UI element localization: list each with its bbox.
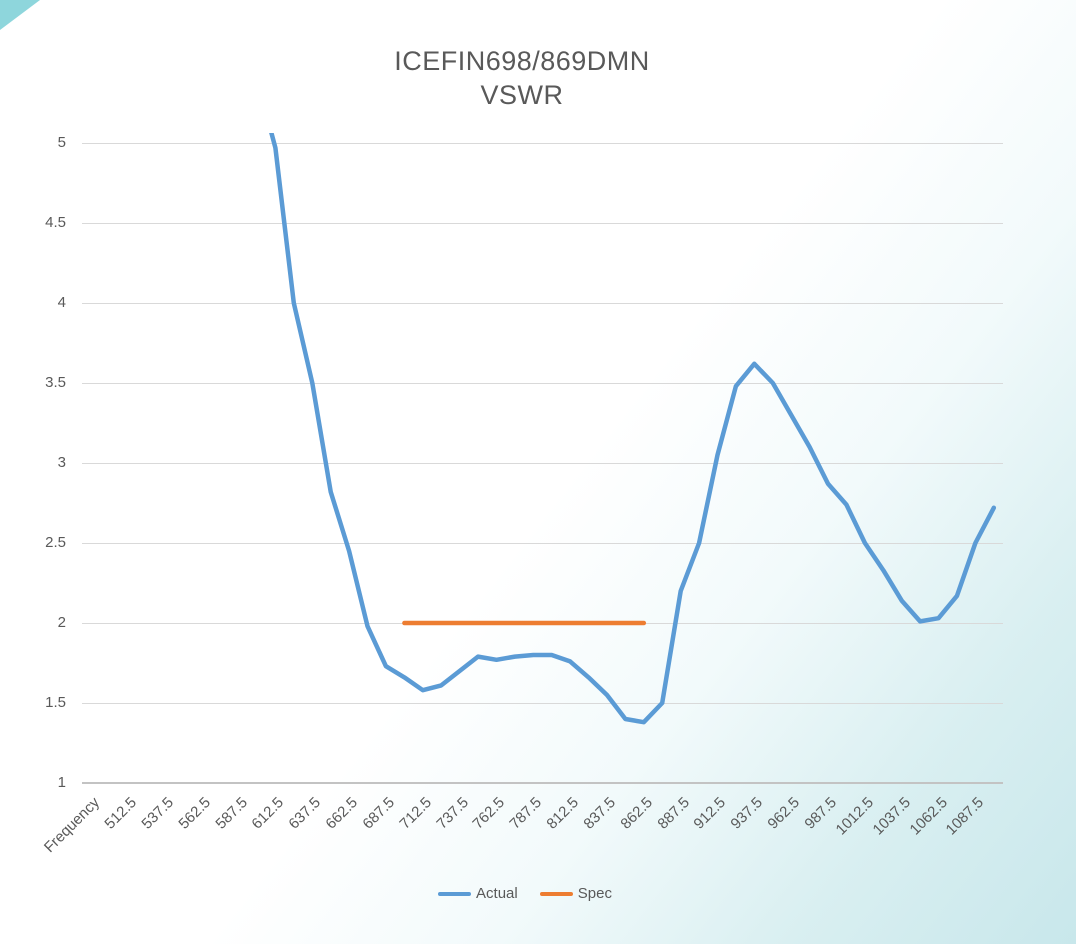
y-tick-label: 3.5	[45, 374, 66, 391]
y-tick-label: 1	[57, 774, 66, 791]
chart-title-line2: VSWR	[480, 80, 564, 110]
series-line-actual	[269, 133, 997, 725]
chart-legend: Actual Spec	[0, 885, 1050, 902]
gridline	[82, 143, 1003, 144]
gridline	[82, 303, 1003, 304]
legend-label: Spec	[577, 885, 612, 902]
gridline	[82, 383, 1003, 384]
chart-title-line1: ICEFIN698/869DMN	[394, 46, 650, 76]
legend-item-spec: Spec	[539, 885, 612, 902]
legend-swatch-actual	[438, 891, 472, 896]
y-tick-label: 3	[57, 454, 66, 471]
x-axis-line	[82, 782, 1003, 784]
y-tick-label: 2	[57, 614, 66, 631]
legend-label: Actual	[476, 885, 518, 902]
chart-title: ICEFIN698/869DMN VSWR	[0, 44, 1044, 112]
y-tick-label: 4.5	[45, 214, 66, 231]
gridline	[82, 223, 1003, 224]
gridline	[82, 543, 1003, 544]
y-tick-label: 2.5	[45, 534, 66, 551]
legend-swatch-spec	[539, 891, 573, 896]
y-tick-label: 1.5	[45, 694, 66, 711]
legend-item-actual: Actual	[438, 885, 518, 902]
y-tick-label: 5	[57, 134, 66, 151]
corner-accent-triangle	[0, 0, 40, 30]
y-tick-label: 4	[57, 294, 66, 311]
gridline	[82, 463, 1003, 464]
gridline	[82, 703, 1003, 704]
